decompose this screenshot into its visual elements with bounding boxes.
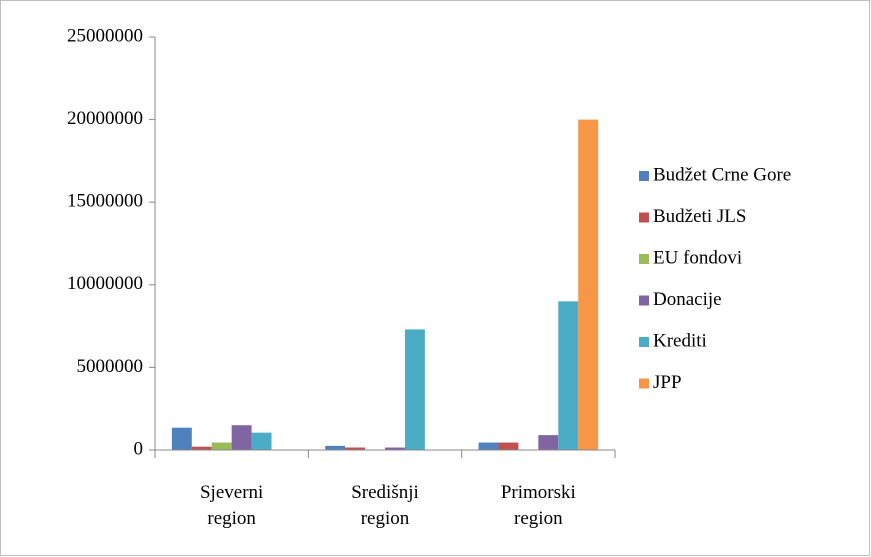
legend-label: Budžeti JLS xyxy=(653,206,746,227)
y-tick-label: 5000000 xyxy=(77,356,144,377)
legend-swatch xyxy=(639,254,649,264)
bar xyxy=(251,432,272,450)
y-tick-label: 0 xyxy=(134,438,144,459)
x-tick-label: Primorski region xyxy=(500,482,576,529)
bar xyxy=(478,442,499,450)
legend-label: Budžet Crne Gore xyxy=(653,164,791,185)
y-tick-label: 20000000 xyxy=(67,108,143,129)
x-tick-label: Središnji region xyxy=(351,482,419,529)
bar xyxy=(325,445,346,450)
legend-label: JPP xyxy=(653,372,682,393)
bar xyxy=(538,435,559,450)
bar xyxy=(231,425,252,450)
legend-swatch xyxy=(639,378,649,389)
legend-swatch xyxy=(639,337,649,347)
bar xyxy=(498,442,519,450)
legend-swatch xyxy=(639,212,649,223)
y-tick-label: 15000000 xyxy=(67,191,143,212)
bar xyxy=(191,446,212,450)
bar xyxy=(578,119,599,450)
legend-swatch xyxy=(639,295,649,306)
legend-label: Krediti xyxy=(653,330,707,351)
bar xyxy=(385,447,405,450)
legend-label: Donacije xyxy=(653,289,722,310)
bar xyxy=(345,447,366,450)
x-tick-label: Sjeverni region xyxy=(199,482,264,529)
bar xyxy=(558,301,579,450)
bar xyxy=(211,442,232,450)
y-tick-label: 25000000 xyxy=(67,25,143,46)
y-tick-label: 10000000 xyxy=(67,273,143,294)
legend-label: EU fondovi xyxy=(653,247,742,268)
legend-swatch xyxy=(639,171,649,181)
bar xyxy=(171,427,192,450)
bar xyxy=(404,329,425,450)
